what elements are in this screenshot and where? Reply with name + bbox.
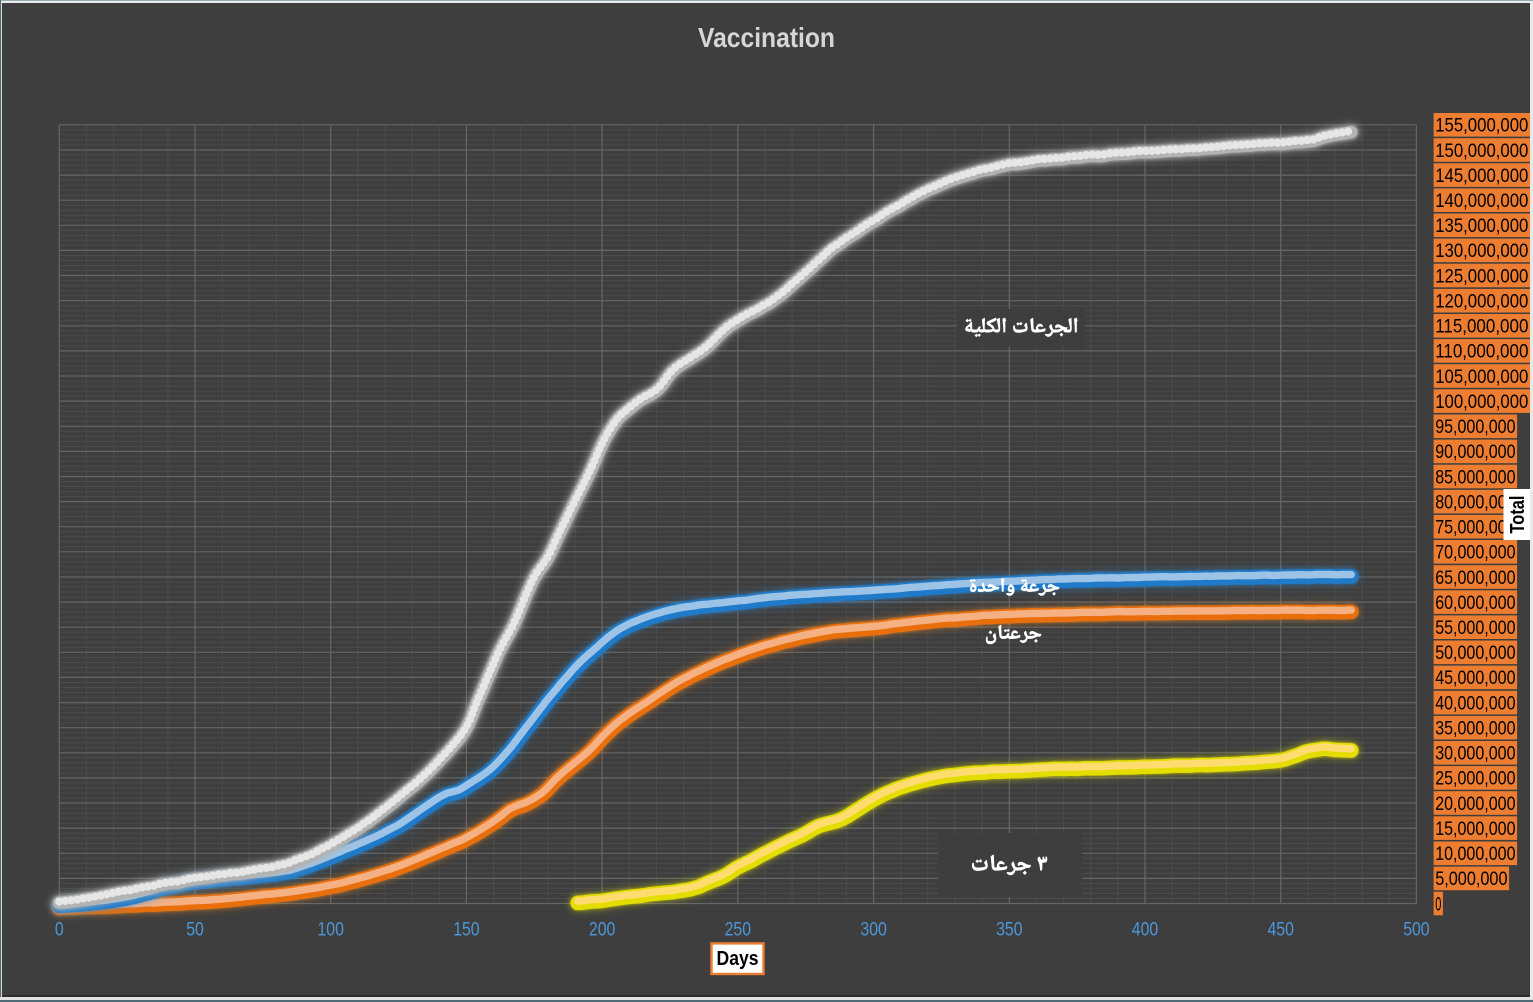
svg-text:Days: Days <box>717 948 759 970</box>
svg-text:100,000,000: 100,000,000 <box>1435 392 1528 413</box>
svg-text:130,000,000: 130,000,000 <box>1435 241 1528 262</box>
svg-text:75,000,000: 75,000,000 <box>1435 518 1515 539</box>
svg-text:65,000,000: 65,000,000 <box>1435 568 1515 589</box>
svg-text:50,000,000: 50,000,000 <box>1435 643 1515 664</box>
svg-text:155,000,000: 155,000,000 <box>1435 116 1528 137</box>
svg-text:450: 450 <box>1268 920 1294 941</box>
svg-text:100: 100 <box>318 920 344 941</box>
svg-text:25,000,000: 25,000,000 <box>1435 769 1515 790</box>
svg-text:135,000,000: 135,000,000 <box>1435 216 1528 237</box>
svg-text:80,000,000: 80,000,000 <box>1435 492 1515 513</box>
svg-text:35,000,000: 35,000,000 <box>1435 719 1515 740</box>
svg-text:45,000,000: 45,000,000 <box>1435 668 1515 689</box>
svg-text:15,000,000: 15,000,000 <box>1435 819 1515 840</box>
svg-text:20,000,000: 20,000,000 <box>1435 794 1515 815</box>
svg-text:200: 200 <box>589 920 615 941</box>
svg-text:350: 350 <box>996 920 1022 941</box>
svg-text:500: 500 <box>1403 920 1429 941</box>
svg-text:110,000,000: 110,000,000 <box>1435 342 1528 363</box>
svg-text:90,000,000: 90,000,000 <box>1435 442 1515 463</box>
svg-text:0: 0 <box>55 920 64 941</box>
svg-text:55,000,000: 55,000,000 <box>1435 618 1515 639</box>
svg-text:5,000,000: 5,000,000 <box>1435 869 1507 890</box>
svg-text:40,000,000: 40,000,000 <box>1435 693 1515 714</box>
svg-text:150: 150 <box>453 920 479 941</box>
svg-text:70,000,000: 70,000,000 <box>1435 543 1515 564</box>
svg-text:85,000,000: 85,000,000 <box>1435 467 1515 488</box>
svg-text:Vaccination: Vaccination <box>698 22 835 53</box>
svg-text:125,000,000: 125,000,000 <box>1435 266 1528 287</box>
svg-text:Total: Total <box>1507 496 1529 534</box>
svg-text:140,000,000: 140,000,000 <box>1435 191 1528 212</box>
svg-text:50: 50 <box>186 920 204 941</box>
svg-text:60,000,000: 60,000,000 <box>1435 593 1515 614</box>
svg-text:0: 0 <box>1435 894 1441 915</box>
svg-text:145,000,000: 145,000,000 <box>1435 166 1528 187</box>
svg-text:150,000,000: 150,000,000 <box>1435 141 1528 162</box>
svg-text:105,000,000: 105,000,000 <box>1435 367 1528 388</box>
svg-text:115,000,000: 115,000,000 <box>1435 317 1528 338</box>
svg-text:400: 400 <box>1132 920 1158 941</box>
svg-text:95,000,000: 95,000,000 <box>1435 417 1515 438</box>
svg-text:300: 300 <box>860 920 886 941</box>
svg-text:250: 250 <box>725 920 751 941</box>
svg-text:30,000,000: 30,000,000 <box>1435 744 1515 765</box>
svg-text:120,000,000: 120,000,000 <box>1435 292 1528 313</box>
svg-text:10,000,000: 10,000,000 <box>1435 844 1515 865</box>
